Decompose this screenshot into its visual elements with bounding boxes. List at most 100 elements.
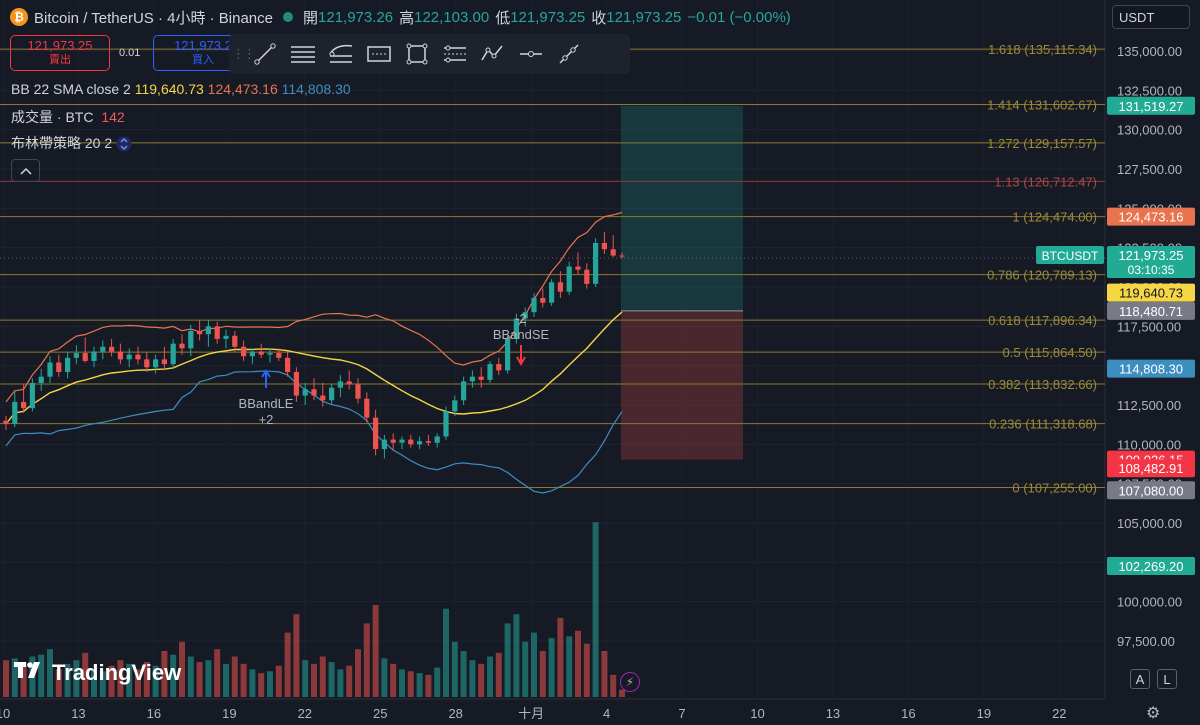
time-axis[interactable]: 10 13 16 19 22 25 28 十月 4 7 10 13 16 19 22: [0, 706, 1067, 721]
volume-bar: [399, 669, 405, 697]
volume-bar: [592, 522, 599, 697]
candle-body: [100, 346, 106, 352]
x-tick-label: 16: [147, 706, 161, 721]
horizontal-ray-icon[interactable]: [512, 38, 550, 70]
buy-button[interactable]: 121,973.2 買入: [153, 35, 253, 71]
volume-bar: [117, 660, 124, 697]
collapse-legend-button[interactable]: [11, 159, 40, 182]
volume-bar: [99, 671, 106, 697]
strategy-label: 布林帶策略 20 2: [11, 135, 113, 151]
fib-label: 0.5 (115,864.50): [1003, 345, 1097, 360]
candle-body: [258, 351, 264, 355]
candle-body: [91, 351, 97, 361]
volume-bar: [363, 623, 370, 697]
volume-bar: [55, 669, 62, 697]
signal-name: BBandLE: [239, 396, 294, 411]
fib-label: 1.272 (129,157.57): [987, 136, 1097, 151]
fib-retracement-icon[interactable]: [360, 38, 398, 70]
y-tick-label: 110,000.00: [1117, 437, 1181, 452]
fib-label: 1.414 (131,602.67): [987, 97, 1097, 112]
strategy-report-icon[interactable]: [116, 136, 132, 152]
fib-label: 1.13 (126,712.47): [994, 174, 1097, 189]
horizontal-lines-icon[interactable]: [284, 38, 322, 70]
volume-bar: [231, 656, 238, 697]
x-tick-label: 22: [298, 706, 312, 721]
price-badge-text: 114,808.30: [1119, 362, 1183, 377]
symbol-title[interactable]: Bitcoin / TetherUS · 4小時 · Binance: [34, 9, 273, 27]
signal-qty: -2: [515, 311, 527, 326]
candle-body: [179, 343, 185, 349]
volume-bar: [311, 663, 317, 697]
y-tick-label: 105,000.00: [1117, 516, 1182, 531]
x-tick-label: 25: [373, 706, 387, 721]
volume-bar: [372, 605, 379, 697]
drag-handle-icon[interactable]: ⋮⋮: [232, 46, 256, 61]
tradingview-mark-icon: [14, 661, 46, 685]
y-tick-label: 112,500.00: [1117, 398, 1181, 413]
volume-bar: [469, 660, 476, 697]
sell-button[interactable]: 121,973.25 賣出: [10, 35, 110, 71]
candle-body: [496, 364, 502, 371]
candle-body: [276, 353, 282, 358]
candle-body: [21, 401, 27, 409]
volume-bar: [179, 641, 185, 697]
candle-body: [408, 439, 414, 445]
candle-body: [214, 326, 220, 339]
strategy-legend[interactable]: 布林帶策略 20 2: [11, 133, 132, 153]
volume-bar: [355, 649, 361, 697]
last-price-text: 121,973.25: [1118, 248, 1183, 263]
parallel-channel-icon[interactable]: [322, 38, 360, 70]
y-tick-label: 97,500.00: [1117, 634, 1175, 649]
trend-line-icon[interactable]: [246, 38, 284, 70]
volume-value: 142: [101, 109, 125, 125]
volume-bar: [566, 636, 573, 697]
volume-bar: [478, 663, 485, 697]
candle-body: [205, 326, 211, 335]
bitcoin-icon: ₿: [10, 8, 28, 26]
volume-bar: [20, 662, 27, 697]
volume-bar: [434, 667, 441, 697]
y-tick-label: 130,000.00: [1117, 123, 1182, 138]
gear-icon[interactable]: ⚙: [1146, 705, 1161, 722]
currency-select[interactable]: USDT: [1112, 5, 1190, 29]
alert-bolt-icon[interactable]: ⚡: [620, 672, 640, 692]
volume-bars: [3, 522, 625, 697]
price-badge: [1107, 96, 1195, 115]
auto-scale-button[interactable]: A: [1130, 669, 1150, 689]
volume-bar: [610, 674, 617, 697]
volume-label: 成交量 · BTC: [11, 109, 94, 125]
symbol-tag-text: BTCUSDT: [1042, 249, 1099, 263]
volume-bar: [82, 652, 89, 697]
price-badge-text: 119,640.73: [1119, 286, 1183, 301]
fib-label: 1.618 (135,115.34): [988, 42, 1097, 57]
x-tick-label: 十月: [518, 706, 544, 721]
x-tick-label: 10: [750, 706, 764, 721]
candle-body: [337, 381, 343, 388]
bb-legend[interactable]: BB 22 SMA close 2 119,640.73 124,473.16 …: [11, 81, 351, 97]
candle-body: [241, 346, 247, 357]
tradingview-logo[interactable]: TradingView: [14, 660, 181, 686]
volume-bar: [337, 669, 344, 697]
pitchfork-icon[interactable]: [436, 38, 474, 70]
candle-body: [285, 357, 291, 372]
x-tick-label: 13: [71, 706, 85, 721]
y-tick-label: 127,500.00: [1117, 162, 1182, 177]
fib-label: 0 (107,255.00): [1012, 481, 1097, 496]
fib-retracement[interactable]: 0 (107,255.00) 0.236 (111,318.68) 0.382 (1…: [0, 42, 1105, 496]
volume-legend[interactable]: 成交量 · BTC 142: [11, 107, 125, 127]
ray-icon[interactable]: [550, 38, 588, 70]
path-icon[interactable]: [474, 38, 512, 70]
rectangle-icon[interactable]: [398, 38, 436, 70]
volume-bar: [557, 617, 564, 697]
volume-bar: [443, 608, 449, 697]
price-badges: 131,519.27 124,473.16 119,640.73 118,480.71…: [1036, 96, 1195, 575]
candle-body: [531, 298, 537, 313]
volume-bar: [513, 614, 520, 697]
position-tool[interactable]: [621, 105, 743, 460]
volume-bar: [504, 623, 511, 697]
x-tick-label: 19: [222, 706, 236, 721]
volume-bar: [346, 665, 353, 697]
candle-body: [381, 439, 387, 450]
log-scale-button[interactable]: L: [1157, 669, 1177, 689]
